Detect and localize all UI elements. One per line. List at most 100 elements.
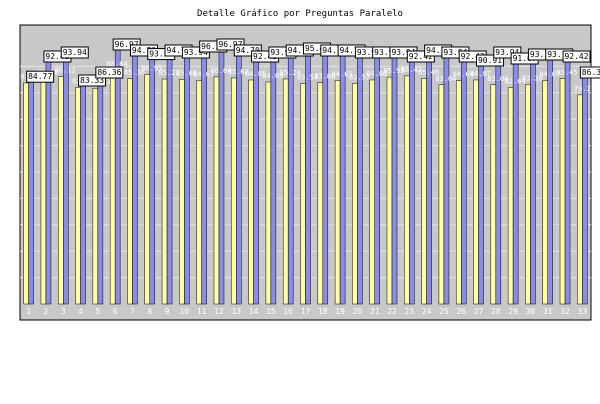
bar-series-1 [564, 59, 571, 305]
data-label: 93.34 [149, 50, 173, 59]
data-label: 93.94 [63, 48, 87, 57]
x-tick-label: 31 [543, 307, 553, 316]
x-tick-label: 12 [214, 307, 224, 316]
series-2-value-label: 83.04 [435, 75, 456, 83]
series-2-value-label: 84.87 [470, 70, 491, 78]
y-tick-label: 40 [9, 195, 17, 203]
bar-series-1 [80, 83, 86, 305]
y-tick-label: 10 [9, 275, 17, 283]
data-label: 93.94 [495, 48, 519, 57]
data-label: 94.70 [236, 46, 260, 55]
data-label: 94.70 [167, 46, 191, 55]
data-label-box [476, 54, 505, 67]
bar-series-1 [287, 53, 294, 305]
series-2-value-label: 85.21 [159, 69, 180, 77]
bar-series-2 [334, 80, 341, 305]
data-label: 94.70 [288, 46, 312, 55]
data-label: 93.94 [374, 48, 398, 57]
bar-series-2 [248, 79, 254, 305]
series-2-value-label: 88.64 [107, 60, 128, 68]
data-label: 83.33 [80, 76, 104, 85]
series-2-value-label: 85.36 [124, 69, 145, 77]
bar-series-2 [577, 94, 583, 305]
bar-series-2 [58, 76, 64, 305]
bar-series-2 [473, 79, 479, 305]
data-label: 92.42 [45, 52, 69, 61]
data-label: 91.67 [513, 54, 537, 63]
bar-series-2 [161, 78, 168, 305]
chart-title: Detalle Gráfico por Preguntas Paralelo [197, 9, 403, 19]
series-2-value-label: 83.88 [314, 73, 335, 81]
data-label: 93.18 [530, 50, 554, 59]
bar-series-2 [300, 83, 306, 305]
series-2-value-label: 85.08 [176, 69, 197, 77]
x-tick-label: 27 [474, 307, 484, 316]
series-2-value-label: 84.64 [453, 71, 474, 79]
data-label: 90.91 [478, 56, 502, 65]
series-2-value-label: 84.09 [262, 72, 283, 80]
bar-series-1 [114, 47, 121, 305]
bar-series-1 [97, 75, 104, 305]
y-tick-label: 90 [9, 63, 17, 71]
x-tick-label: 32 [560, 307, 570, 316]
bar-series-1 [391, 55, 398, 305]
bar-series-1 [512, 61, 519, 305]
bar-series-2 [369, 79, 375, 305]
data-label: 94.70 [322, 46, 346, 55]
bar-series-1 [166, 53, 173, 305]
series-2-value-label: 86.12 [55, 67, 76, 75]
bar-series-2 [144, 74, 151, 305]
bar-series-1 [28, 79, 34, 305]
bar-series-2 [231, 77, 237, 305]
bar-series-2 [352, 83, 358, 305]
series-2-value-label: 84.65 [332, 71, 353, 79]
bar-series-1 [184, 55, 190, 305]
data-label: 96.21 [201, 42, 225, 51]
bar-series-2 [213, 76, 220, 305]
x-tick-label: 30 [526, 307, 536, 316]
data-label-box [78, 74, 107, 87]
x-tick-label: 20 [353, 307, 363, 316]
series-2-value-label: 84.67 [193, 70, 214, 78]
x-tick-label: 8 [147, 307, 152, 316]
bar-series-2 [265, 81, 272, 305]
bar-series-1 [236, 53, 242, 305]
series-2-value-label: 83.57 [349, 73, 370, 81]
series-2-value-label: 85.62 [228, 68, 249, 76]
x-tick-label: 17 [301, 307, 311, 316]
series-2-value-label: 83.20 [522, 74, 543, 82]
data-label-box [406, 50, 435, 63]
bar-series-2 [559, 78, 566, 305]
data-label: 92.42 [461, 52, 485, 61]
series-2-value-label: 84.86 [366, 70, 387, 78]
x-tick-label: 25 [439, 307, 449, 316]
x-tick-label: 19 [335, 307, 345, 316]
data-label: 93.94 [391, 48, 415, 57]
x-tick-label: 14 [249, 307, 259, 316]
y-tick-label: 60 [9, 143, 17, 151]
series-2-value-label: 86.42 [401, 66, 422, 74]
series-2-value-label: 86.93 [141, 65, 162, 73]
x-tick-label: 1 [26, 307, 31, 316]
bar-series-2 [507, 87, 514, 305]
series-2-value-label: 84.67 [539, 70, 560, 78]
bar-series-1 [201, 49, 207, 305]
x-tick-label: 5 [95, 307, 100, 316]
bar-series-2 [179, 79, 185, 305]
x-tick-label: 18 [318, 307, 328, 316]
data-label: 93.94 [184, 48, 208, 57]
x-tick-label: 26 [456, 307, 466, 316]
x-tick-label: 28 [491, 307, 501, 316]
series-2-value-label: 84.85 [245, 70, 266, 78]
data-label: 95.45 [305, 44, 329, 53]
x-tick-label: 33 [578, 307, 588, 316]
bar-series-1 [460, 59, 467, 305]
bar-series-1 [374, 55, 380, 305]
x-tick-label: 10 [180, 307, 190, 316]
bar-series-1 [582, 75, 588, 305]
data-label: 94.70 [426, 46, 450, 55]
bar-series-2 [282, 78, 289, 305]
series-2-value-label: 83.04 [487, 75, 508, 83]
bar-series-1 [270, 55, 277, 305]
